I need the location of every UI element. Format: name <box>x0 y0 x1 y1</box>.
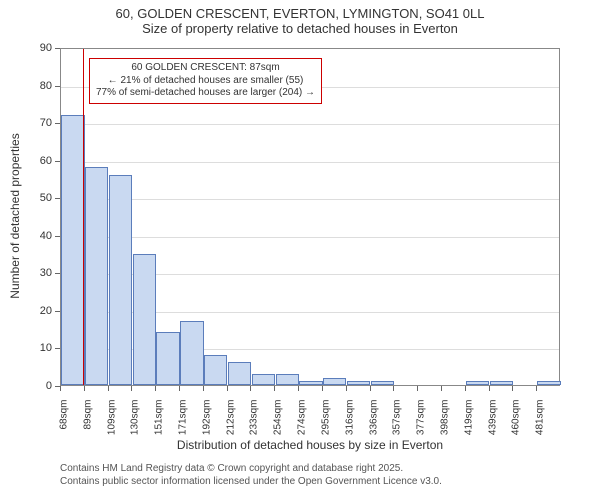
annotation-line1: 60 GOLDEN CRESCENT: 87sqm <box>96 62 315 75</box>
x-axis-label: Distribution of detached houses by size … <box>60 438 560 452</box>
x-tick-mark <box>346 386 347 391</box>
annotation-line2: ← 21% of detached houses are smaller (55… <box>96 75 315 88</box>
gridline <box>61 162 559 163</box>
histogram-bar <box>299 381 322 385</box>
x-tick-mark <box>60 386 61 391</box>
reference-marker-line <box>83 49 84 385</box>
x-tick-mark <box>465 386 466 391</box>
histogram-bar <box>156 332 179 385</box>
x-tick-mark <box>370 386 371 391</box>
y-tick-mark <box>55 273 60 274</box>
footnote-block: Contains HM Land Registry data © Crown c… <box>60 462 442 488</box>
y-tick-label: 40 <box>30 230 52 242</box>
histogram-bar <box>537 381 560 385</box>
y-tick-label: 10 <box>30 342 52 354</box>
histogram-bar <box>204 355 227 385</box>
y-tick-mark <box>55 348 60 349</box>
x-tick-mark <box>298 386 299 391</box>
y-tick-label: 30 <box>30 267 52 279</box>
x-tick-mark <box>417 386 418 391</box>
x-tick-mark <box>155 386 156 391</box>
gridline <box>61 124 559 125</box>
y-tick-mark <box>55 236 60 237</box>
y-tick-mark <box>55 123 60 124</box>
gridline <box>61 237 559 238</box>
chart-title-block: 60, GOLDEN CRESCENT, EVERTON, LYMINGTON,… <box>0 6 600 36</box>
annotation-line3: 77% of semi-detached houses are larger (… <box>96 87 315 100</box>
chart-title-line2: Size of property relative to detached ho… <box>0 21 600 36</box>
histogram-bar <box>180 321 203 385</box>
histogram-bar <box>109 175 132 385</box>
y-tick-label: 70 <box>30 117 52 129</box>
y-tick-label: 0 <box>30 380 52 392</box>
x-tick-mark <box>441 386 442 391</box>
y-tick-mark <box>55 48 60 49</box>
x-tick-mark <box>203 386 204 391</box>
y-tick-label: 60 <box>30 155 52 167</box>
annotation-box: 60 GOLDEN CRESCENT: 87sqm ← 21% of detac… <box>89 58 322 104</box>
x-tick-mark <box>489 386 490 391</box>
y-tick-label: 90 <box>30 42 52 54</box>
chart-title-line1: 60, GOLDEN CRESCENT, EVERTON, LYMINGTON,… <box>0 6 600 21</box>
histogram-bar <box>85 167 108 385</box>
histogram-bar <box>61 115 84 385</box>
footnote-line1: Contains HM Land Registry data © Crown c… <box>60 462 442 475</box>
y-tick-label: 20 <box>30 305 52 317</box>
chart-container: 60, GOLDEN CRESCENT, EVERTON, LYMINGTON,… <box>0 0 600 500</box>
histogram-bar <box>228 362 251 385</box>
histogram-bar <box>347 381 370 385</box>
y-tick-mark <box>55 86 60 87</box>
histogram-bar <box>323 378 346 386</box>
x-tick-mark <box>227 386 228 391</box>
y-axis-label: Number of detached properties <box>8 116 22 316</box>
y-tick-mark <box>55 198 60 199</box>
plot-area: 60 GOLDEN CRESCENT: 87sqm ← 21% of detac… <box>60 48 560 386</box>
histogram-bar <box>466 381 489 385</box>
gridline <box>61 199 559 200</box>
y-tick-mark <box>55 311 60 312</box>
x-tick-mark <box>322 386 323 391</box>
histogram-bar <box>252 374 275 385</box>
histogram-bar <box>371 381 394 385</box>
x-tick-mark <box>512 386 513 391</box>
x-tick-mark <box>131 386 132 391</box>
y-tick-mark <box>55 161 60 162</box>
y-tick-label: 50 <box>30 192 52 204</box>
x-tick-mark <box>250 386 251 391</box>
x-tick-mark <box>108 386 109 391</box>
x-tick-mark <box>84 386 85 391</box>
histogram-bar <box>490 381 513 385</box>
x-tick-mark <box>274 386 275 391</box>
histogram-bar <box>133 254 156 385</box>
footnote-line2: Contains public sector information licen… <box>60 475 442 488</box>
x-tick-mark <box>536 386 537 391</box>
histogram-bar <box>276 374 299 385</box>
y-tick-label: 80 <box>30 80 52 92</box>
x-tick-mark <box>393 386 394 391</box>
x-tick-mark <box>179 386 180 391</box>
